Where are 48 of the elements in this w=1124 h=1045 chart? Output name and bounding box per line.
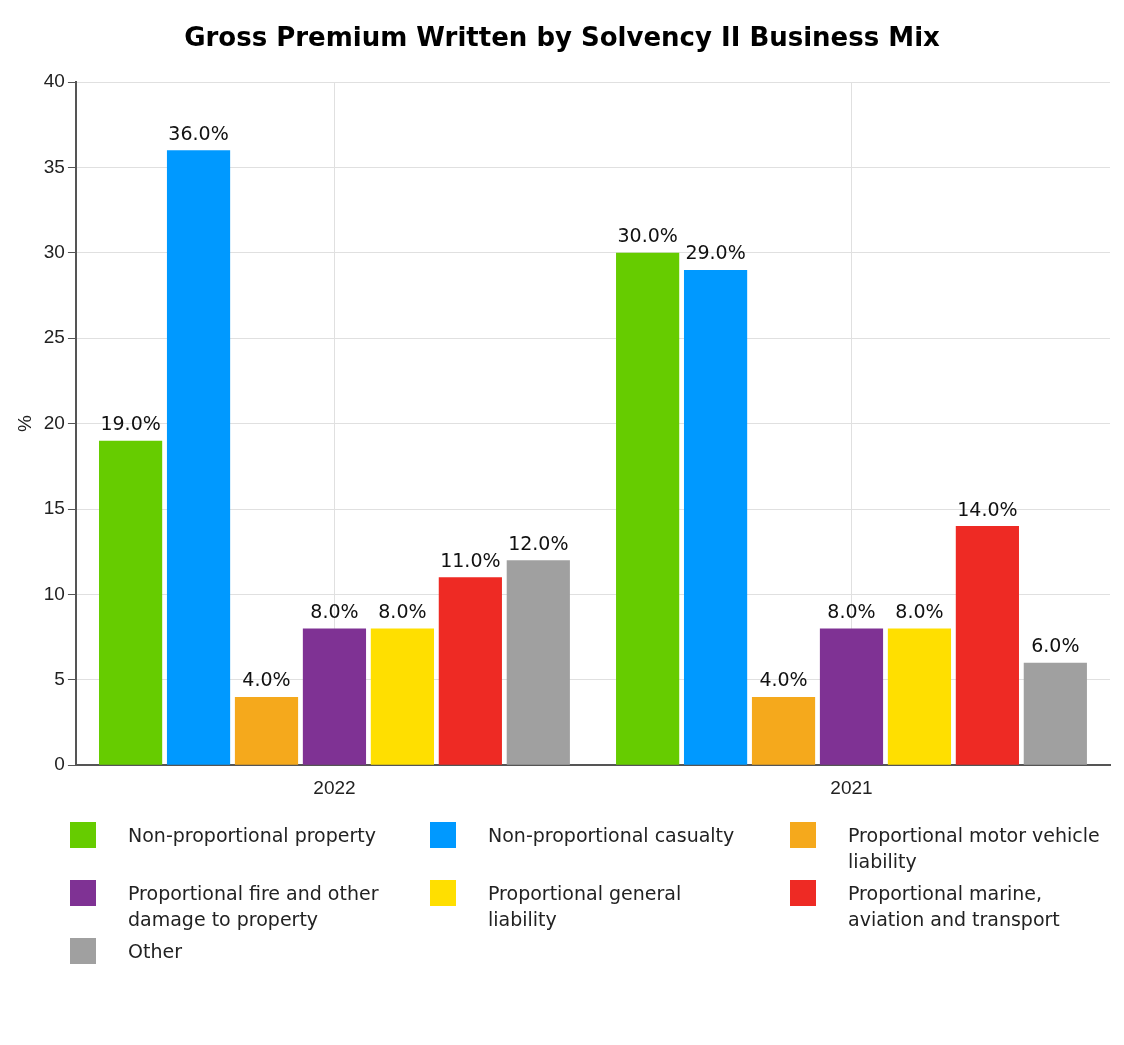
data-label: 8.0% — [827, 600, 876, 622]
bar — [819, 628, 884, 765]
bar — [98, 440, 163, 765]
bar — [234, 696, 299, 765]
bar — [370, 628, 434, 765]
y-tick-label: 0 — [54, 753, 65, 775]
legend-label: Other — [128, 939, 183, 964]
legend-label: Proportional marine, aviation and transport — [848, 881, 1061, 932]
data-label: 14.0% — [957, 497, 1018, 520]
x-tick-label: 2021 — [830, 776, 873, 798]
bar — [438, 577, 502, 765]
y-axis-title: % — [13, 415, 35, 433]
bar — [887, 628, 952, 765]
y-tick-label: 25 — [43, 326, 65, 348]
y-tick-label: 20 — [43, 411, 65, 433]
data-label: 8.0% — [310, 600, 359, 622]
x-tick-label: 2022 — [313, 776, 356, 798]
data-label: 6.0% — [1031, 634, 1080, 657]
data-label: 8.0% — [895, 600, 944, 622]
data-label: 8.0% — [378, 600, 427, 622]
y-tick-label: 10 — [43, 582, 65, 604]
data-label: 30.0% — [617, 224, 678, 247]
bar — [955, 526, 1019, 765]
bar — [166, 150, 231, 765]
bar — [683, 269, 748, 765]
data-label: 4.0% — [759, 668, 808, 691]
y-tick-label: 15 — [43, 497, 65, 519]
data-label: 29.0% — [685, 241, 746, 264]
legend-label: Non-proportional casualty — [488, 823, 736, 848]
legend-label: Non-proportional property — [128, 823, 377, 848]
bar — [1023, 662, 1087, 765]
data-label: 36.0% — [168, 121, 229, 144]
data-label: 19.0% — [100, 412, 161, 435]
data-label: 12.0% — [508, 531, 569, 554]
y-tick-label: 40 — [43, 70, 65, 92]
y-tick-label: 30 — [43, 241, 65, 263]
bar — [616, 252, 680, 765]
bar — [751, 696, 816, 765]
legend-label: Proportional motor vehicle liability — [848, 823, 1101, 874]
data-label: 11.0% — [440, 548, 501, 571]
y-tick-label: 35 — [43, 155, 65, 177]
bar — [302, 628, 367, 765]
bar — [506, 560, 570, 765]
y-tick-label: 5 — [54, 668, 65, 690]
legend-label: Proportional general liability — [488, 881, 683, 932]
data-label: 4.0% — [242, 668, 291, 691]
chart-title: Gross Premium Written by Solvency II Business Mix — [183, 21, 941, 54]
legend-label: Proportional fire and other damage to property — [128, 881, 380, 932]
